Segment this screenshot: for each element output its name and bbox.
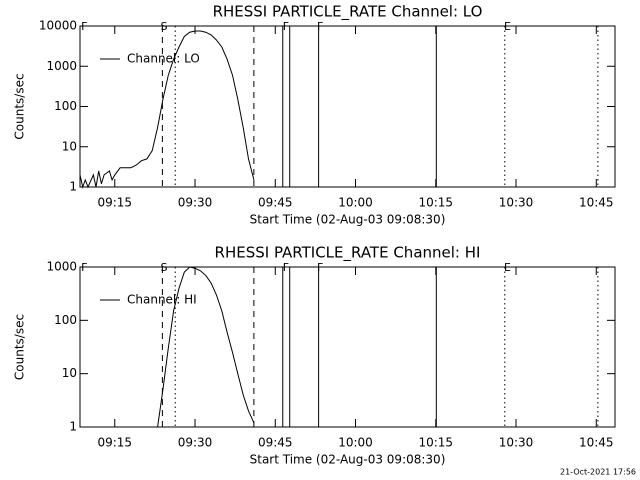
y-tick-label: 10000 — [39, 19, 77, 33]
y-axis-label: Counts/sec — [13, 314, 27, 380]
y-axis-label: Counts/sec — [13, 73, 27, 139]
data-line — [157, 266, 255, 428]
flag-label: F — [81, 261, 87, 274]
x-tick-label: 10:00 — [338, 196, 373, 210]
data-line — [79, 30, 255, 189]
x-tick-label: 10:30 — [499, 436, 534, 450]
flag-label: F — [283, 20, 289, 33]
flag-label: F — [81, 20, 87, 33]
flag-label: F — [317, 20, 323, 33]
chart-title: RHESSI PARTICLE_RATE Channel: HI — [215, 244, 481, 263]
y-tick-label: 10 — [62, 139, 77, 153]
flag-label: S — [161, 20, 168, 33]
flag-label: S — [161, 261, 168, 274]
x-tick-label: 10:45 — [579, 196, 614, 210]
x-tick-label: 10:45 — [579, 436, 614, 450]
y-tick-label: 1000 — [46, 59, 77, 73]
x-tick-label: 10:30 — [499, 196, 534, 210]
x-tick-label: 09:45 — [258, 436, 293, 450]
flag-label: F — [317, 261, 323, 274]
legend-label: Channel: HI — [127, 293, 197, 307]
y-tick-label: 1 — [69, 180, 77, 194]
timestamp: 21-Oct-2021 17:56 — [560, 468, 636, 477]
y-tick-label: 1 — [69, 420, 77, 434]
x-tick-label: 09:45 — [258, 196, 293, 210]
y-tick-label: 10 — [62, 366, 77, 380]
flag-label: E — [504, 20, 511, 33]
x-tick-label: 09:30 — [178, 436, 213, 450]
flag-label: F — [283, 261, 289, 274]
flag-label: E — [504, 261, 511, 274]
x-axis-label: Start Time (02-Aug-03 09:08:30) — [250, 213, 446, 227]
y-tick-label: 1000 — [46, 260, 77, 274]
plot-frame — [79, 25, 616, 188]
plot-frame — [79, 266, 616, 428]
x-tick-label: 09:30 — [178, 196, 213, 210]
x-tick-label: 09:15 — [97, 196, 132, 210]
y-tick-label: 100 — [54, 99, 77, 113]
x-tick-label: 10:00 — [338, 436, 373, 450]
x-tick-label: 10:15 — [418, 196, 453, 210]
x-tick-label: 10:15 — [418, 436, 453, 450]
x-tick-label: 09:15 — [97, 436, 132, 450]
y-tick-label: 100 — [54, 313, 77, 327]
legend-label: Channel: LO — [127, 52, 200, 66]
chart-title: RHESSI PARTICLE_RATE Channel: LO — [213, 3, 483, 22]
x-axis-label: Start Time (02-Aug-03 09:08:30) — [250, 453, 446, 467]
